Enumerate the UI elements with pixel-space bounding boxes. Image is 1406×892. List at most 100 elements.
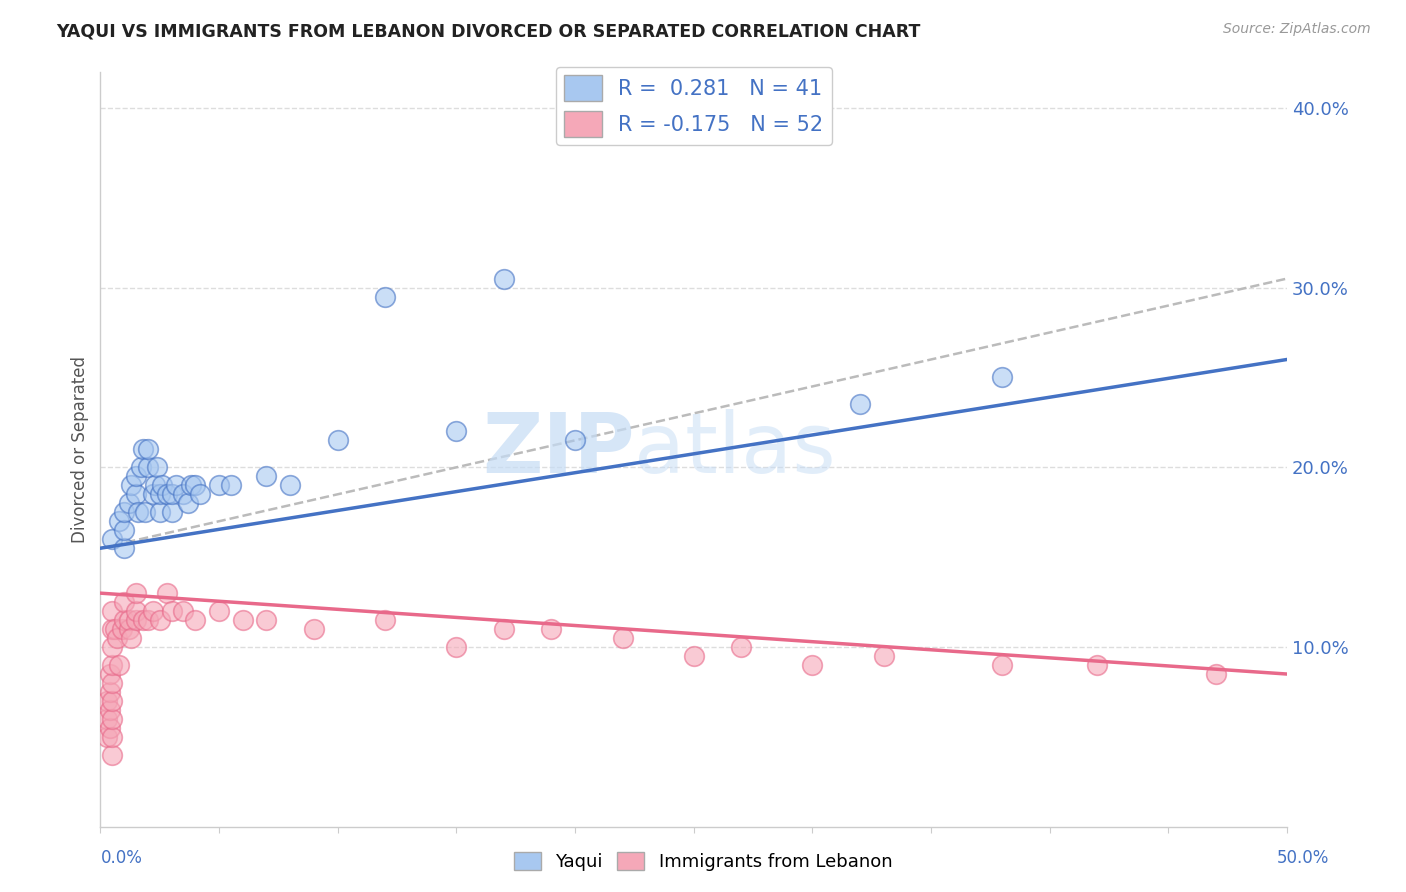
Text: ZIP: ZIP [482,409,634,490]
Text: 0.0%: 0.0% [101,849,143,867]
Point [160,505,183,519]
Point [101,622,124,636]
Point [172,604,194,618]
Point [96,694,118,708]
Point [682,649,704,664]
Legend: R =  0.281   N = 41, R = -0.175   N = 52: R = 0.281 N = 41, R = -0.175 N = 52 [555,67,832,145]
Point [112,505,135,519]
Point [492,271,515,285]
Point [108,658,131,673]
Point [143,478,166,492]
Point [142,604,165,618]
Point [302,622,325,636]
Point [184,478,207,492]
Point [125,586,148,600]
Point [125,613,148,627]
Point [142,487,165,501]
Point [101,747,124,762]
Point [101,676,124,690]
Point [118,496,141,510]
Point [991,658,1014,673]
Point [136,613,159,627]
Point [326,434,349,448]
Point [1085,658,1108,673]
Point [98,703,121,717]
Point [118,622,141,636]
Text: 50.0%: 50.0% [1277,849,1329,867]
Point [118,613,141,627]
Point [849,397,872,411]
Point [177,496,200,510]
Point [101,604,124,618]
Point [104,622,127,636]
Point [112,595,135,609]
Point [127,505,149,519]
Text: Source: ZipAtlas.com: Source: ZipAtlas.com [1223,22,1371,37]
Point [208,478,231,492]
Point [125,604,148,618]
Point [111,622,134,636]
Point [132,442,155,457]
Point [134,505,156,519]
Point [730,640,752,654]
Point [446,425,468,439]
Point [872,649,894,664]
Point [101,694,124,708]
Point [540,622,562,636]
Point [446,640,468,654]
Point [112,523,135,537]
Point [156,487,179,501]
Point [165,478,187,492]
Point [108,514,131,528]
Point [96,712,118,726]
Point [125,487,148,501]
Point [136,442,159,457]
Point [98,667,121,681]
Point [120,631,142,645]
Point [101,658,124,673]
Point [132,613,155,627]
Point [101,533,124,547]
Point [219,478,242,492]
Point [492,622,515,636]
Point [172,487,194,501]
Point [188,487,211,501]
Point [149,505,172,519]
Point [180,478,202,492]
Point [101,640,124,654]
Y-axis label: Divorced or Separated: Divorced or Separated [72,356,89,543]
Point [564,434,586,448]
Point [184,613,207,627]
Text: YAQUI VS IMMIGRANTS FROM LEBANON DIVORCED OR SEPARATED CORRELATION CHART: YAQUI VS IMMIGRANTS FROM LEBANON DIVORCE… [56,22,921,40]
Text: atlas: atlas [634,409,837,490]
Point [96,730,118,744]
Point [374,289,396,303]
Point [1205,667,1227,681]
Point [160,604,183,618]
Point [120,478,142,492]
Point [991,370,1014,384]
Point [149,613,172,627]
Point [125,469,148,483]
Point [98,685,121,699]
Point [150,478,173,492]
Point [112,613,135,627]
Point [801,658,824,673]
Point [98,721,121,735]
Point [129,460,152,475]
Point [149,487,172,501]
Point [232,613,254,627]
Point [256,469,278,483]
Point [208,604,231,618]
Point [101,712,124,726]
Legend: Yaqui, Immigrants from Lebanon: Yaqui, Immigrants from Lebanon [506,845,900,879]
Point [101,730,124,744]
Point [160,487,183,501]
Point [256,613,278,627]
Point [136,460,159,475]
Point [156,586,179,600]
Point [278,478,301,492]
Point [105,631,128,645]
Point [374,613,396,627]
Point [112,541,135,556]
